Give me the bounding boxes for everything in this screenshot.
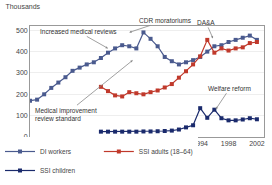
svg-text:SSI children: SSI children [40,167,75,174]
svg-text:400: 400 [16,48,28,55]
svg-text:0: 0 [23,133,28,141]
svg-text:1998: 1998 [221,140,237,147]
svg-text:Thousands: Thousands [5,3,40,10]
svg-text:100: 100 [16,112,28,119]
svg-text:300: 300 [16,69,28,76]
svg-text:CDR moratoriums: CDR moratoriums [139,17,192,24]
svg-text:DA&A: DA&A [197,19,215,26]
svg-text:200: 200 [16,91,28,98]
svg-text:SSI adults (18–64): SSI adults (18–64) [139,148,193,156]
svg-text:Increased medical reviews: Increased medical reviews [40,28,117,35]
svg-text:DI workers: DI workers [40,148,72,155]
svg-text:Medical improvementreview stan: Medical improvementreview standard [35,107,97,122]
svg-text:Welfare reform: Welfare reform [208,85,251,92]
svg-text:2002: 2002 [249,140,265,147]
svg-text:1994: 1994 [192,140,208,148]
svg-text:500: 500 [16,27,28,34]
